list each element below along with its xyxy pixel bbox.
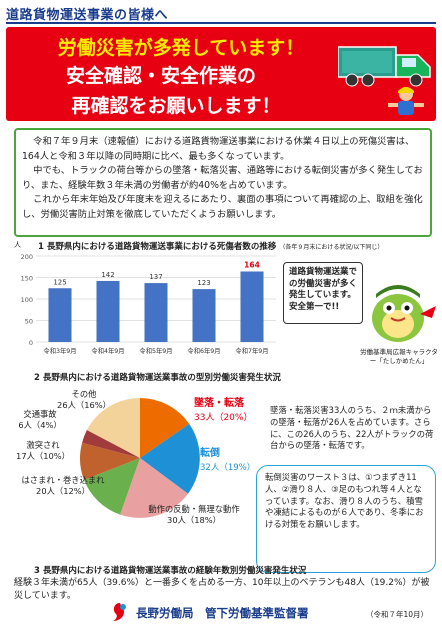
character-speech-bubble: 道路貨物運送業での労働災害が多く発生しています。安全第一で!! [283, 262, 363, 324]
pie-label-fall-name: 墜落・転落 [194, 398, 244, 409]
accident-type-pie-chart [80, 398, 200, 518]
pie-label-caught: はさまれ・巻き込まれ 20人（12%） [8, 475, 118, 497]
truck-illustration [338, 46, 431, 87]
y-tick-label: 150 [21, 275, 33, 283]
pie-label-fall: 墜落・転落 33人（20%） [194, 397, 264, 425]
pie-slice-caught [84, 458, 140, 515]
pie-label-trip-value: 32人（19%） [200, 463, 256, 473]
fall-callout-text: 墜落・転落災害33人のうち、２ｍ未満からの墜落・転落が26人を占めています。さら… [270, 405, 434, 451]
pie-slice-trip [140, 423, 200, 494]
intro-box: 令和７年９月末（速報値）における道路貨物運送事業における休業４日以上の死傷災害は… [14, 128, 432, 237]
pie-label-other-name: その他 [71, 389, 97, 399]
intro-paragraph-1: 令和７年９月末（速報値）における道路貨物運送事業における休業４日以上の死傷災害は… [22, 136, 415, 162]
pie-slice-struck [80, 442, 140, 480]
pie-label-caught-name: はさまれ・巻き込まれ [21, 475, 105, 485]
pie-label-other: その他 26人（16%） [52, 389, 116, 411]
x-tick-label: 令和4年9月 [91, 346, 124, 355]
pie-label-traffic-name: 交通事故 [23, 409, 57, 419]
banner-line-2: 安全確認・安全作業の [65, 65, 256, 87]
y-tick-label: 50 [25, 318, 33, 326]
mascot-character [372, 285, 436, 342]
x-tick-label: 令和7年9月 [235, 346, 268, 355]
section2-title: 2 長野県内における道路貨物運送業事故の型別労働災害発生状況 [34, 373, 281, 383]
intro-paragraph-2: 中でも、トラックの荷台等からの墜落・転落災害、通路等における転倒災害が多く発生し… [22, 165, 423, 191]
banner-line-1: 労働災害が多発しています！ [57, 37, 305, 59]
pie-label-fall-value: 33人（20%） [194, 413, 253, 423]
bar [240, 271, 264, 342]
trip-callout-box: 転倒災害のワースト３は、①つまずき11人、②滑り８人、③足のもつれ等４人となって… [256, 465, 436, 573]
pie-label-other-value: 26人（16%） [57, 400, 111, 410]
section1-title-text: 1 長野県内における道路貨物運送事業における死傷者数の推移 [38, 242, 277, 252]
header-underline [6, 22, 436, 24]
pie-label-motion-value: 30人（18%） [167, 515, 221, 525]
footer: 長野労働局 管下労働基準監督署 （令和７年10月） [0, 600, 442, 627]
bar-value-label: 137 [149, 273, 162, 281]
pie-label-motion: 動作の反動・無理な動作 30人（18%） [130, 504, 258, 526]
pie-label-struck: 激突され 17人（10%） [12, 440, 74, 462]
pie-label-trip: 転倒 32人（19%） [200, 447, 270, 475]
section3-title: 3 長野県内における道路貨物運送業事故の経験年数別労働災害発生状況 [34, 566, 307, 576]
y-tick-label: 100 [21, 296, 33, 304]
banner-line-3: 再確認をお願いします！ [71, 95, 281, 117]
bar-value-label: 164 [244, 260, 260, 269]
worker-figure-icon [388, 87, 424, 115]
mhlw-logo-icon [113, 603, 126, 621]
pie-label-struck-value: 17人（10%） [16, 451, 70, 461]
y-unit-label: 人 [14, 241, 21, 249]
section1-title: 1 長野県内における道路貨物運送事業における死傷者数の推移 （各年９月末における… [38, 240, 383, 252]
pie-label-caught-value: 20人（12%） [36, 486, 90, 496]
pie-label-struck-name: 激突され [26, 440, 60, 450]
pie-slice-traffic [82, 430, 140, 458]
section1-note: （各年９月末における状況/以下同じ） [279, 244, 384, 251]
pie-label-trip-name: 転倒 [200, 448, 220, 459]
bar [192, 289, 216, 342]
footer-organization: 長野労働局 管下労働基準監督署 [136, 606, 309, 620]
pie-label-traffic-value: 6人（4%） [18, 420, 62, 430]
intro-paragraph-3: これから年末年始及び年度末を迎えるにあたり、裏面の事項について再確認の上、取組を… [22, 194, 423, 220]
bar [144, 283, 168, 342]
x-tick-label: 令和5年9月 [139, 346, 172, 355]
pie-slice-fall [140, 398, 190, 458]
bar-value-label: 123 [197, 279, 210, 287]
pie-slice-motion [120, 458, 188, 518]
death-injury-bar-chart: 0 50 100 150 200 125 令和3年9月 142 令和4年9月 137 令和5年9月 1… [21, 253, 276, 355]
mascot-caption: 労働基準局広報キャラクター「たしかめたん」 [360, 348, 438, 365]
pie-label-motion-name: 動作の反動・無理な動作 [148, 504, 240, 514]
y-tick-label: 200 [21, 253, 33, 261]
x-tick-label: 令和6年9月 [187, 346, 220, 355]
warning-banner: 労働災害が多発しています！ 安全確認・安全作業の 再確認をお願いします！ [6, 27, 436, 121]
page-header-title: 道路貨物運送事業の皆様へ [6, 8, 169, 23]
y-tick-label: 0 [29, 339, 33, 347]
bar-value-label: 142 [101, 271, 114, 279]
footer-date: （令和７年10月） [366, 610, 429, 619]
bar [96, 280, 120, 342]
bar-value-label: 125 [53, 278, 66, 286]
bar [48, 288, 72, 342]
pie-label-traffic: 交通事故 6人（4%） [10, 409, 70, 431]
x-tick-label: 令和3年9月 [43, 346, 76, 355]
pie-slice-other [86, 398, 140, 458]
section3-body: 経験３年未満が65人（39.6%）と一番多くを占める一方、10年以上のベテランも… [14, 578, 430, 601]
